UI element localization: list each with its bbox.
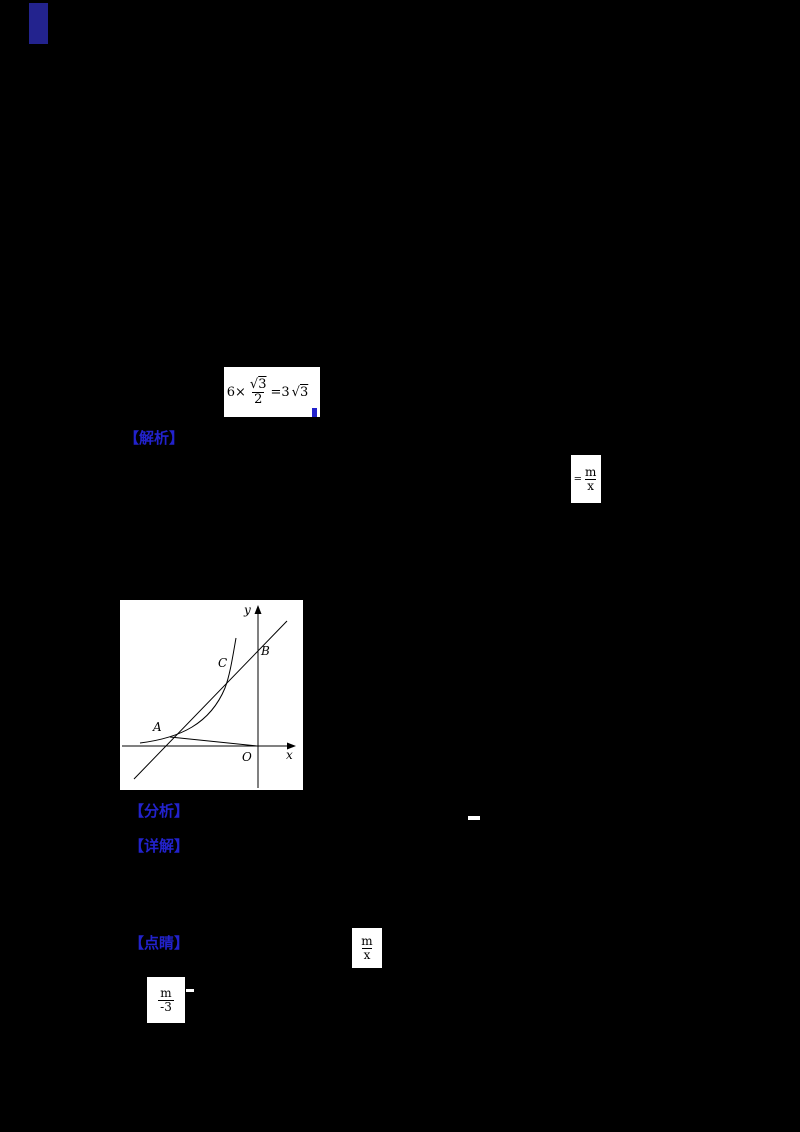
x-axis-arrow <box>287 742 296 750</box>
hyperbola-curve <box>139 637 237 744</box>
dash-mark <box>468 816 480 820</box>
formula-image-sqrt3: 6× √3 2 =3 √3 <box>224 367 320 417</box>
marker-jiexi: 【解析】 <box>124 429 185 447</box>
point-a-label: A <box>152 720 162 734</box>
x-axis-label: x <box>286 748 293 762</box>
fraction-m-over-neg3: m -3 <box>158 985 174 1014</box>
coordinate-plane: y x O A B C <box>122 603 296 788</box>
equals-sign: = <box>573 473 582 485</box>
formula-image-m-over-neg3: m -3 <box>147 977 185 1023</box>
fraction-sqrt3-over-2: √3 2 <box>248 378 269 406</box>
corner-blue-tab <box>29 3 48 44</box>
segment-a-to-o <box>169 736 258 747</box>
formula-image-m-over-x-right: = m x <box>571 455 601 503</box>
point-b-label: B <box>260 644 270 658</box>
graph-figure: y x O A B C <box>120 600 303 790</box>
origin-label: O <box>242 750 252 764</box>
y-axis-arrow <box>254 605 262 614</box>
fraction-numerator: √3 <box>249 376 267 392</box>
formula-image-m-over-x-mid: m x <box>352 928 382 968</box>
marker-xiangjie: 【详解】 <box>129 837 190 855</box>
marker-fenxi: 【分析】 <box>129 802 190 820</box>
fraction-denominator: 2 <box>252 391 265 407</box>
y-axis-label: y <box>243 603 251 617</box>
fraction-m-over-x: m x <box>585 464 597 493</box>
formula-equals-result: =3 <box>270 384 290 400</box>
point-c-label: C <box>218 656 227 670</box>
fraction-m-over-x: m x <box>361 933 373 962</box>
line-through-abc <box>133 620 288 780</box>
formula-prefix: 6× <box>226 384 246 400</box>
cursor-mark <box>312 408 318 417</box>
formula-result-sqrt: √3 <box>291 384 309 400</box>
dash-mark-small <box>186 989 194 992</box>
marker-dianjing: 【点睛】 <box>129 934 190 952</box>
